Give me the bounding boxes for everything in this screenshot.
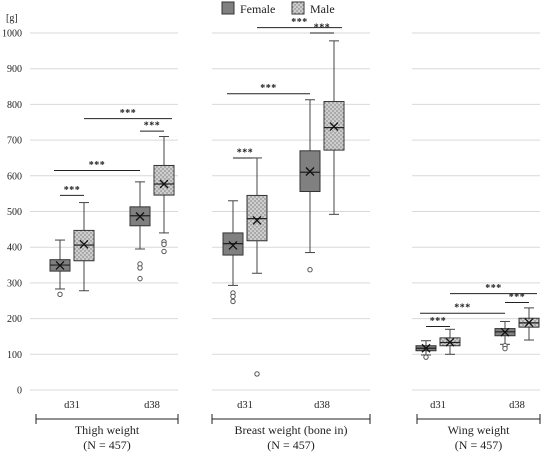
group-label: Wing weight (448, 423, 511, 437)
y-tick-label: 200 (7, 314, 22, 325)
significance-label: *** (485, 283, 502, 294)
y-unit-label: [g] (6, 13, 18, 24)
significance-label: *** (144, 121, 161, 132)
y-tick-label: 900 (7, 64, 22, 75)
box-male-d31 (246, 157, 268, 377)
axis-labels: 0 100 200 300 400 500 600 700 800 900 1000 [g] d31 d3… (2, 13, 541, 452)
group-label: Thigh weight (75, 423, 140, 437)
outlier-point (161, 248, 167, 255)
box-male-d38 (323, 40, 345, 215)
x-category-label: d38 (509, 400, 525, 411)
box-iqr (153, 164, 175, 196)
mean-marker (159, 179, 169, 189)
x-category-label: d31 (430, 400, 446, 411)
x-category-label: d31 (64, 400, 80, 411)
box-female-d31 (49, 239, 71, 298)
significance-label: *** (120, 108, 137, 119)
outlier-point (137, 275, 143, 282)
mean-marker (421, 343, 431, 353)
box-male-d31 (439, 328, 461, 355)
y-tick-label: 400 (7, 243, 22, 254)
y-tick-label: 300 (7, 278, 22, 289)
mean-marker (55, 260, 65, 270)
significance-label: *** (430, 316, 447, 327)
y-tick-label: 500 (7, 207, 22, 218)
x-category-label: d38 (144, 400, 160, 411)
significance-label: *** (237, 147, 254, 158)
mean-marker (135, 212, 145, 221)
legend-swatch-male (291, 1, 305, 15)
group-n-label: (N = 457) (83, 438, 130, 452)
significance-label: *** (64, 185, 81, 196)
mean-marker (252, 215, 262, 225)
mean-marker (305, 167, 315, 176)
x-category-label: d31 (237, 400, 253, 411)
legend-label-male: Male (310, 2, 335, 16)
legend-swatch-female (221, 1, 235, 15)
mean-marker (228, 240, 238, 250)
mean-marker (445, 337, 455, 347)
boxes (49, 40, 540, 377)
outlier-point (230, 298, 236, 305)
y-tick-label: 700 (7, 136, 22, 147)
significance-label: *** (89, 160, 106, 171)
legend: Female Male (221, 1, 335, 16)
outlier-point (161, 241, 167, 248)
outlier-point (307, 266, 313, 273)
box-female-d31 (222, 200, 244, 305)
significance-label: *** (260, 83, 277, 94)
box-female-d38 (299, 99, 321, 273)
outlier-point (502, 345, 508, 352)
box-male-d38 (518, 307, 540, 341)
x-category-label: d38 (314, 400, 330, 411)
box-male-d38 (153, 136, 175, 255)
significance-label: *** (291, 17, 308, 28)
outlier-point (137, 265, 143, 271)
box-female-d38 (129, 181, 151, 282)
outlier-point (423, 354, 429, 360)
gridlines (30, 32, 540, 391)
mean-marker (329, 122, 339, 131)
legend-label-female: Female (240, 2, 275, 16)
y-tick-label: 0 (17, 386, 22, 397)
outlier-point (230, 293, 236, 300)
significance-brackets: ************************************ (54, 17, 537, 327)
significance-label: *** (509, 292, 526, 303)
box-female-d38 (494, 320, 516, 352)
mean-marker (79, 239, 89, 249)
group-n-label: (N = 457) (267, 438, 314, 452)
significance-label: *** (454, 303, 471, 314)
mean-marker (500, 327, 510, 337)
y-tick-label: 600 (7, 171, 22, 182)
y-tick-label: 1000 (2, 29, 22, 40)
group-label: Breast weight (bone in) (235, 423, 348, 437)
box-male-d31 (73, 202, 95, 292)
mean-marker (524, 318, 534, 327)
y-tick-label: 800 (7, 100, 22, 111)
box-female-d31 (415, 340, 437, 360)
outlier-point (254, 371, 260, 377)
y-tick-label: 100 (7, 350, 22, 361)
group-n-label: (N = 457) (455, 438, 502, 452)
outlier-point (57, 291, 63, 298)
